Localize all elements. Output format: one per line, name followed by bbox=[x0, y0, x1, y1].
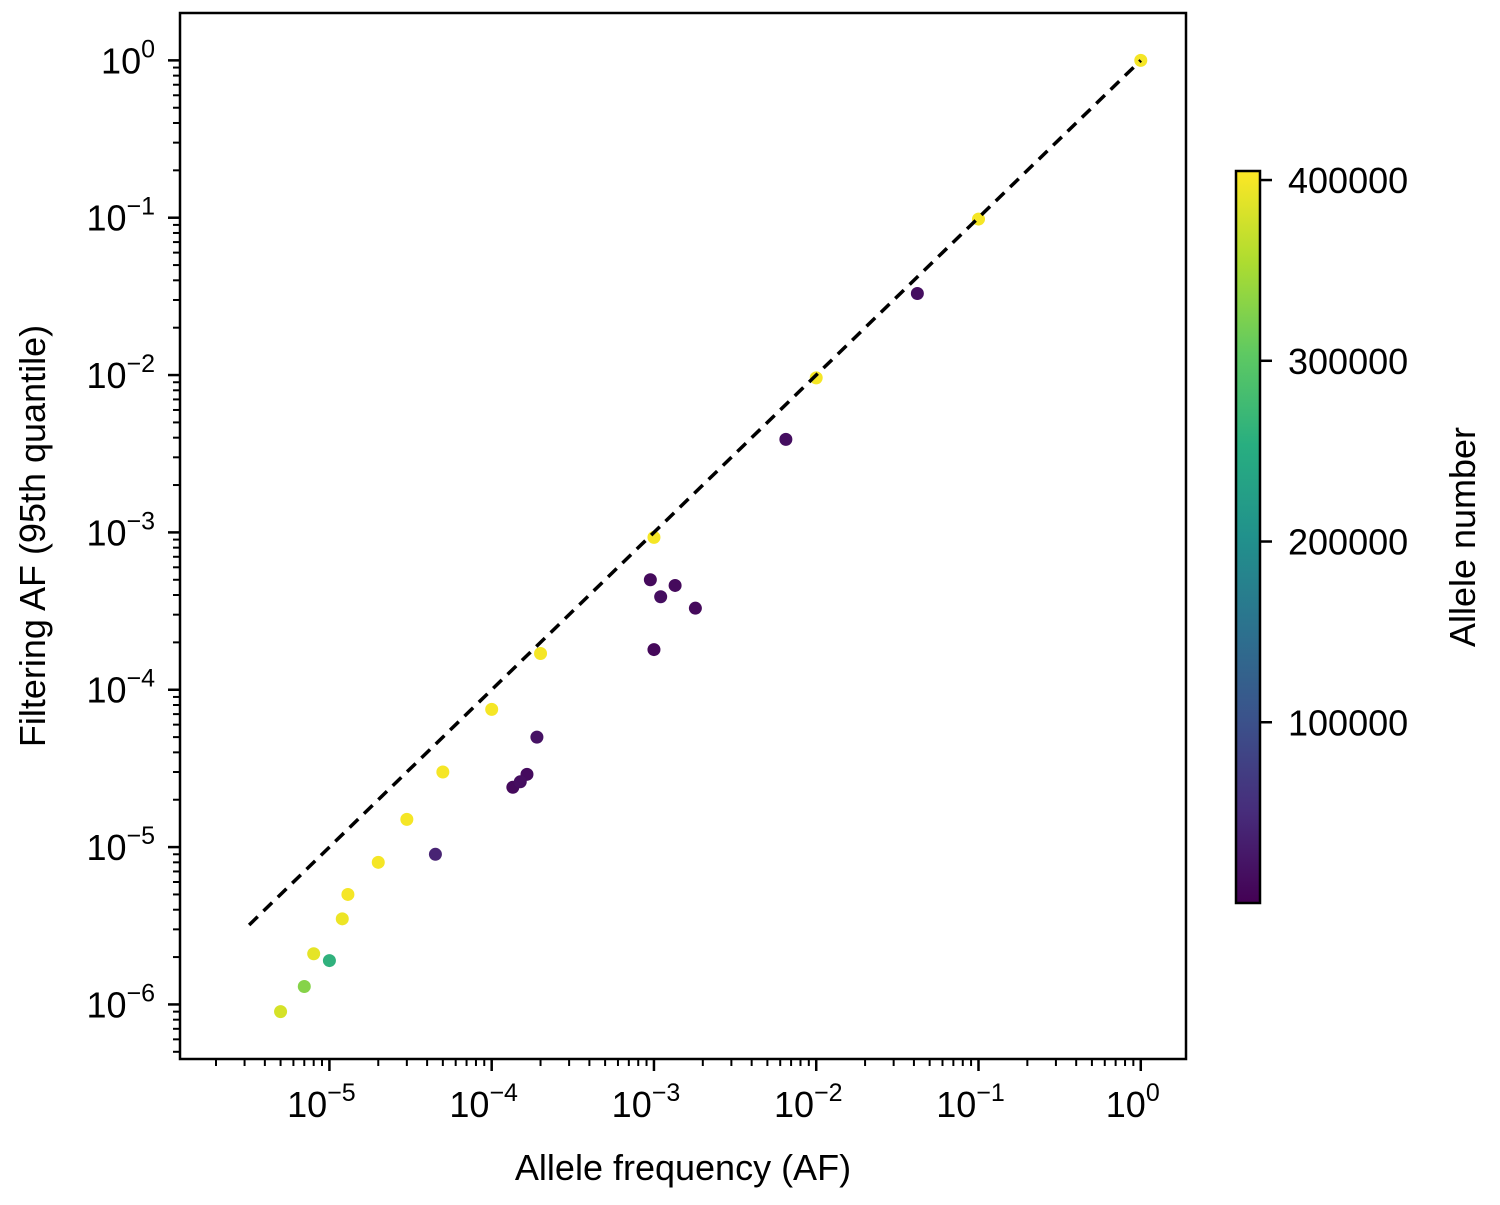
data-point-10 bbox=[534, 646, 548, 660]
data-point-15 bbox=[647, 643, 661, 657]
colorbar-tick-label: 100000 bbox=[1288, 702, 1408, 743]
y-tick-label: 10−6 bbox=[86, 979, 155, 1025]
data-point-25 bbox=[530, 730, 544, 744]
y-tick-label: 10−1 bbox=[86, 193, 155, 239]
x-tick-label: 10−4 bbox=[449, 1079, 518, 1125]
x-tick-label: 100 bbox=[1106, 1079, 1160, 1125]
scatter-points bbox=[274, 53, 1148, 1019]
data-point-9 bbox=[485, 702, 499, 716]
x-tick-label: 10−5 bbox=[287, 1079, 356, 1125]
data-point-22 bbox=[654, 590, 668, 604]
colorbar-gradient bbox=[1234, 169, 1262, 905]
x-tick-label: 10−2 bbox=[774, 1079, 843, 1125]
colorbar-tick-label: 200000 bbox=[1288, 522, 1408, 563]
data-point-5 bbox=[341, 887, 355, 901]
data-point-23 bbox=[779, 432, 793, 446]
data-point-14 bbox=[1134, 53, 1148, 67]
data-point-4 bbox=[335, 912, 349, 926]
x-axis-ticks: 10−5 10−4 10−3 10−2 10−1 100 bbox=[214, 1059, 1160, 1125]
y-tick-label: 100 bbox=[101, 35, 155, 81]
data-point-12 bbox=[809, 371, 823, 385]
plot-frame bbox=[178, 11, 1188, 1061]
colorbar-tick-label: 300000 bbox=[1288, 341, 1408, 382]
colorbar: 100000 200000 300000 400000 Allele number bbox=[1234, 160, 1483, 905]
colorbar-ticks: 100000 200000 300000 400000 bbox=[1260, 160, 1408, 743]
y-tick-label: 10−3 bbox=[86, 507, 155, 553]
y-tick-label: 10−4 bbox=[86, 665, 155, 711]
data-point-21 bbox=[513, 775, 527, 789]
y-tick-label: 10−5 bbox=[86, 822, 155, 868]
data-point-2 bbox=[274, 1005, 288, 1019]
y-axis-label: Filtering AF (95th quantile) bbox=[12, 325, 53, 747]
data-point-8 bbox=[436, 765, 450, 779]
x-tick-label: 10−3 bbox=[612, 1079, 681, 1125]
reference-line-group bbox=[247, 59, 1142, 927]
data-point-24 bbox=[910, 286, 924, 300]
y-axis-ticks: 10−6 10−5 10−4 10−3 10−2 10−1 100 bbox=[86, 35, 180, 1053]
reference-line bbox=[247, 59, 1142, 927]
data-point-1 bbox=[297, 980, 311, 994]
colorbar-tick-label: 400000 bbox=[1288, 160, 1408, 201]
data-point-18 bbox=[668, 578, 682, 592]
data-point-6 bbox=[371, 855, 385, 869]
data-point-3 bbox=[307, 947, 321, 961]
data-point-0 bbox=[322, 954, 336, 968]
data-point-26 bbox=[428, 847, 442, 861]
data-point-7 bbox=[400, 812, 414, 826]
data-point-17 bbox=[643, 573, 657, 587]
colorbar-label: Allele number bbox=[1442, 427, 1483, 647]
x-axis-label: Allele frequency (AF) bbox=[515, 1147, 851, 1188]
data-point-19 bbox=[688, 601, 702, 615]
y-tick-label: 10−2 bbox=[86, 350, 155, 396]
x-tick-label: 10−1 bbox=[936, 1079, 1005, 1125]
